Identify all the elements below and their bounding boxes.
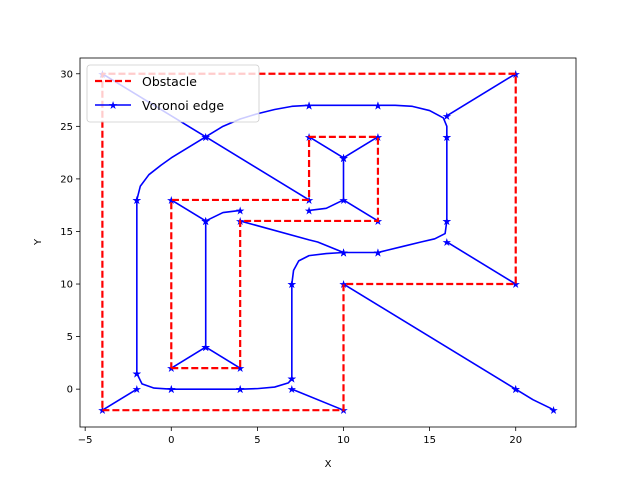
y-tick-label-3: 15: [60, 227, 73, 238]
voronoi-vertex-15-1: ★: [132, 383, 142, 396]
y-tick-label-5: 25: [60, 122, 73, 133]
ticks-layer: −5 0 5 10 15 20 0 5 10 15 20 25 30: [60, 69, 522, 446]
voronoi-vertex-11-1: ★: [287, 383, 297, 396]
voronoi-vertex-13-1: ★: [166, 383, 176, 396]
series-layer: ★★★★ ★★★★★★★★★★★★★★★★★★★★★★★★★★★★★★★★★★★★…: [97, 68, 558, 417]
voronoi-vertex-6-0: ★: [511, 278, 521, 291]
voronoi-edge-18: [170, 199, 207, 222]
y-tick-label-2: 10: [60, 280, 73, 291]
voronoi-vertex-13-0: ★: [235, 383, 245, 396]
voronoi-edge-4: [446, 73, 517, 117]
legend-voronoi-marker: ★: [108, 99, 118, 112]
voronoi-edge-15: [101, 388, 138, 411]
x-tick-label-2: 5: [254, 435, 260, 446]
legend-voronoi-label: Voronoi edge: [142, 98, 224, 113]
obstacle-boundary-1: [170, 135, 380, 370]
y-axis-label: Y: [33, 238, 44, 246]
voronoi-vertex-4-1: ★: [442, 110, 452, 123]
voronoi-edge-22: [205, 209, 241, 222]
x-tick-label-5: 20: [509, 435, 522, 446]
voronoi-vertex-6-1: ★: [442, 236, 452, 249]
y-tick-label-0: 0: [67, 385, 73, 396]
voronoi-vertex-4-0: ★: [511, 68, 521, 81]
voronoi-edge-7: [377, 220, 448, 254]
voronoi-edge-20: [205, 346, 241, 369]
voronoi-vertex-7-1: ★: [373, 246, 383, 259]
voronoi-edge-9: [291, 251, 344, 285]
x-tick-label-3: 10: [337, 435, 350, 446]
voronoi-vertex-12-0: ★: [287, 373, 297, 386]
voronoi-vertex-14-1: ★: [132, 367, 142, 380]
voronoi-edge-17: [136, 136, 207, 201]
voronoi-vertex-0-1: ★: [304, 194, 314, 207]
voronoi-vertex-14-0: ★: [166, 383, 176, 396]
voronoi-edge-14: [136, 373, 172, 390]
voronoi-edge-26: [308, 136, 344, 159]
plot-frame: [79, 57, 577, 428]
voronoi-vertex-21-1: ★: [201, 215, 211, 228]
x-tick-label-1: 0: [168, 435, 174, 446]
voronoi-vertex-27-1: ★: [339, 152, 349, 165]
x-tick-label-4: 15: [423, 435, 436, 446]
voronoi-vertex-20-1: ★: [235, 362, 245, 375]
voronoi-vertex-5-0: ★: [442, 131, 452, 144]
voronoi-edge-12: [240, 378, 293, 390]
voronoi-vertex-8-1: ★: [339, 246, 349, 259]
y-tick-label-6: 30: [60, 69, 73, 80]
voronoi-vertex-29-0: ★: [511, 383, 521, 396]
voronoi-vertex-8-0: ★: [373, 246, 383, 259]
x-axis-label: X: [325, 459, 332, 470]
voronoi-vertex-3-0: ★: [373, 99, 383, 112]
voronoi-vertex-23-1: ★: [339, 246, 349, 259]
voronoi-vertex-17-1: ★: [201, 131, 211, 144]
voronoi-edge-19: [170, 346, 207, 369]
voronoi-vertex-10-0: ★: [287, 278, 297, 291]
voronoi-vertex-26-1: ★: [339, 152, 349, 165]
x-tick-label-0: −5: [78, 435, 93, 446]
voronoi-vertex-12-1: ★: [235, 383, 245, 396]
voronoi-vertex-27-0: ★: [373, 131, 383, 144]
voronoi-edge-29: [515, 388, 555, 411]
legend: Obstacle ★ Voronoi edge: [86, 64, 260, 123]
legend-obstacle-label: Obstacle: [142, 74, 197, 89]
voronoi-vertex-29-1: ★: [549, 404, 559, 417]
voronoi-vertex-24-0: ★: [304, 204, 314, 217]
voronoi-edge-27: [343, 136, 379, 159]
voronoi-vertex-20-0: ★: [201, 341, 211, 354]
voronoi-vertex-7-0: ★: [442, 215, 452, 228]
voronoi-edge-23: [239, 220, 344, 254]
y-tick-label-4: 20: [60, 174, 73, 185]
voronoi-vertex-16-0: ★: [132, 367, 142, 380]
voronoi-vertex-9-0: ★: [339, 246, 349, 259]
legend-box: [86, 64, 260, 123]
voronoi-edge-11: [291, 388, 344, 411]
voronoi-vertex-22-1: ★: [235, 204, 245, 217]
voronoi-vertex-2-0: ★: [304, 99, 314, 112]
voronoi-edge-6: [446, 241, 517, 285]
voronoi-vertex-16-1: ★: [132, 194, 142, 207]
voronoi-edge-3: [377, 104, 448, 137]
y-tick-label-1: 5: [67, 332, 73, 343]
voronoi-vertex-25-1: ★: [339, 152, 349, 165]
voronoi-vertex-25-0: ★: [339, 194, 349, 207]
voronoi-vertex-17-0: ★: [132, 194, 142, 207]
voronoi-edge-28: [343, 283, 517, 390]
voronoi-vertex-18-0: ★: [166, 194, 176, 207]
voronoi-edge-24: [308, 199, 379, 222]
voronoi-vertex-21-0: ★: [201, 341, 211, 354]
voronoi-vertex-22-0: ★: [201, 215, 211, 228]
